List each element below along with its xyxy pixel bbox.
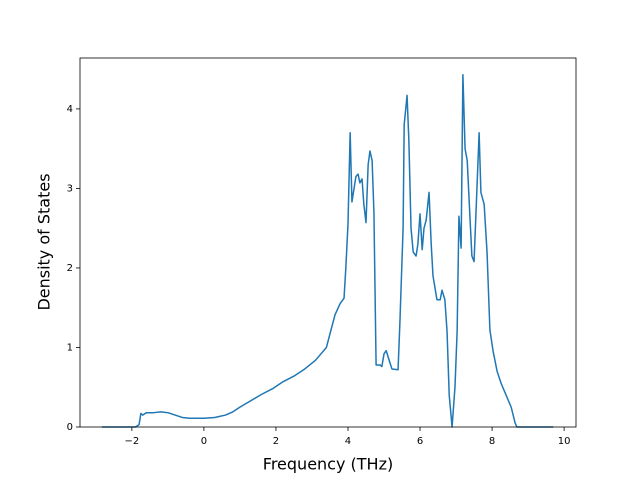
x-tick-label: 0 [201, 436, 207, 447]
x-tick-label: −2 [124, 436, 139, 447]
x-tick-label: 4 [345, 436, 351, 447]
y-tick-label: 2 [67, 263, 73, 274]
line [101, 73, 554, 428]
y-tick-label: 0 [67, 422, 73, 433]
y-tick-label: 4 [67, 104, 73, 115]
x-tick-label: 8 [489, 436, 495, 447]
x-axis-label: Frequency (THz) [263, 455, 393, 474]
x-tick-label: 10 [558, 436, 571, 447]
y-tick-label: 3 [67, 183, 73, 194]
x-tick-label: 2 [273, 436, 279, 447]
x-tick-label: 6 [417, 436, 423, 447]
y-axis-label: Density of States [35, 173, 54, 310]
plot-frame [79, 57, 577, 428]
y-tick-label: 1 [67, 342, 73, 353]
